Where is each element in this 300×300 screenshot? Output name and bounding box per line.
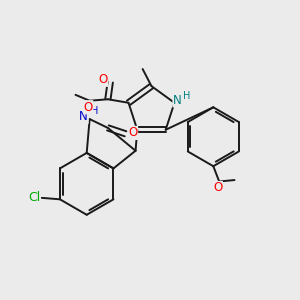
Text: Cl: Cl [28,191,40,204]
Text: O: O [128,126,137,140]
Text: N: N [80,110,88,123]
Text: N: N [173,94,182,107]
Text: O: O [83,101,93,114]
Text: O: O [213,182,222,194]
Text: O: O [98,73,107,86]
Text: H: H [91,106,99,116]
Text: H: H [183,91,190,101]
